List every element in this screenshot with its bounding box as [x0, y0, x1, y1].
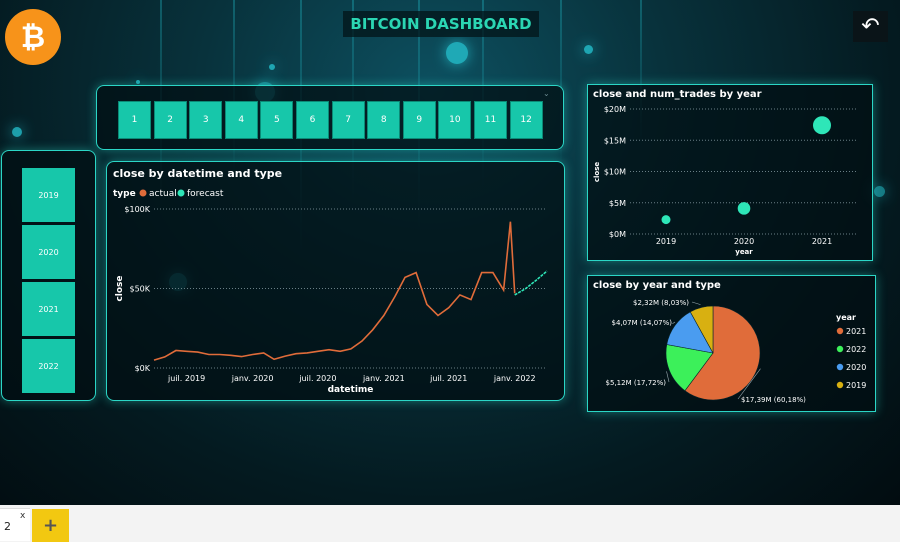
close-trades-scatter: close and num_trades by year $0M $5M $10M $1… [587, 84, 873, 261]
month-button-6[interactable]: 6 [296, 101, 329, 139]
x-axis-label: year [735, 248, 753, 256]
y-tick-label: $0M [609, 230, 626, 239]
legend-label-actual: actual [149, 189, 177, 199]
year-pie-chart: close by year and type $17,39M (60,18%) $5… [587, 275, 876, 412]
month-button-7[interactable]: 7 [331, 101, 365, 139]
month-button-11[interactable]: 11 [474, 101, 507, 139]
year-button-2022[interactable]: 2022 [22, 339, 75, 393]
x-axis-label: datetime [328, 385, 374, 395]
y-tick-label: $50K [129, 285, 150, 294]
year-button-2021[interactable]: 2021 [22, 282, 75, 336]
legend-label-2022: 2022 [846, 345, 866, 354]
close-line-chart: close by datetime and type type actual fore… [106, 161, 565, 401]
data-label-2020: $4,07M (14,07%) [612, 319, 673, 327]
pie-slice-2021 [684, 305, 761, 401]
x-tick-label: juil. 2021 [429, 374, 467, 383]
back-arrow-icon[interactable]: ↶ [853, 11, 888, 42]
series-line-actual [153, 221, 516, 361]
data-label-2022: $5,12M (17,72%) [606, 379, 667, 387]
month-button-8[interactable]: 8 [367, 101, 401, 139]
page-tab-bar: 2 x + [0, 505, 900, 542]
y-axis-label: close [115, 275, 125, 301]
month-button-3[interactable]: 3 [189, 101, 223, 139]
year-button-2019[interactable]: 2019 [22, 168, 75, 222]
leader-line [666, 371, 670, 383]
y-tick-label: $5M [609, 199, 626, 208]
data-label-2021: $17,39M (60,18%) [741, 396, 806, 404]
legend-marker-forecast [177, 189, 185, 197]
y-tick-label: $100K [124, 205, 150, 214]
y-axis-label: close [593, 162, 601, 183]
x-tick-label: janv. 2021 [362, 374, 405, 383]
dashboard-canvas: ₿ BITCOIN DASHBOARD ↶ ⌄ 1 2 3 4 5 6 7 8 9 10 11 12 … [0, 0, 900, 505]
legend-title: year [836, 313, 856, 322]
y-tick-label: $10M [604, 168, 626, 177]
pie-slice-2019 [689, 305, 714, 354]
y-tick-label: $0K [135, 364, 151, 373]
x-tick-label: juil. 2019 [167, 374, 205, 383]
x-tick-label: janv. 2020 [231, 374, 274, 383]
legend-marker-2021 [836, 327, 844, 335]
month-button-10[interactable]: 10 [438, 101, 472, 139]
month-button-5[interactable]: 5 [260, 101, 294, 139]
x-tick-label: janv. 2022 [493, 374, 536, 383]
series-line-forecast [514, 270, 548, 296]
leader-line [691, 301, 701, 305]
scatter-point-2020 [737, 202, 751, 215]
legend-label-2019: 2019 [846, 381, 866, 390]
chart-title: close and num_trades by year [593, 89, 762, 100]
leader-line [672, 321, 676, 325]
x-tick-label: 2020 [734, 237, 754, 246]
page-tab-label: 2 [4, 520, 11, 533]
scatter-point-2019 [661, 215, 671, 225]
line-chart-svg: close by datetime and type type actual fore… [113, 167, 548, 395]
chart-title: close by year and type [593, 280, 721, 291]
y-tick-label: $15M [604, 136, 626, 145]
page-tab[interactable]: 2 x [0, 508, 30, 541]
month-button-9[interactable]: 9 [402, 101, 436, 139]
scatter-point-2021 [813, 116, 831, 135]
month-button-4[interactable]: 4 [224, 101, 258, 139]
add-page-button[interactable]: + [32, 509, 69, 542]
chart-title: close by datetime and type [113, 167, 282, 180]
legend-title: type [113, 189, 136, 199]
pie-slice-2022 [665, 344, 714, 392]
y-tick-label: $20M [604, 105, 626, 114]
x-tick-label: 2019 [656, 237, 676, 246]
pie-chart-svg: close by year and type $17,39M (60,18%) $5… [593, 280, 866, 404]
month-button-1[interactable]: 1 [118, 101, 151, 139]
year-button-2020[interactable]: 2020 [22, 225, 75, 279]
legend-marker-2020 [836, 363, 844, 371]
month-button-12[interactable]: 12 [509, 101, 543, 139]
legend-marker-2022 [836, 345, 844, 353]
x-tick-label: juil. 2020 [298, 374, 336, 383]
legend-marker-2019 [836, 381, 844, 389]
chevron-down-icon[interactable]: ⌄ [543, 89, 550, 98]
scatter-chart-svg: close and num_trades by year $0M $5M $10M $1… [593, 89, 858, 256]
legend-marker-actual [139, 189, 147, 197]
legend-label-forecast: forecast [187, 189, 224, 199]
x-tick-label: 2021 [812, 237, 832, 246]
data-label-2019: $2,32M (8,03%) [633, 299, 689, 307]
bitcoin-logo-icon: ₿ [5, 9, 61, 65]
page-title: BITCOIN DASHBOARD [343, 11, 539, 37]
leader-line [737, 368, 761, 400]
legend-label-2021: 2021 [846, 327, 866, 336]
month-button-2[interactable]: 2 [153, 101, 187, 139]
legend-label-2020: 2020 [846, 363, 866, 372]
close-tab-icon[interactable]: x [20, 511, 26, 521]
